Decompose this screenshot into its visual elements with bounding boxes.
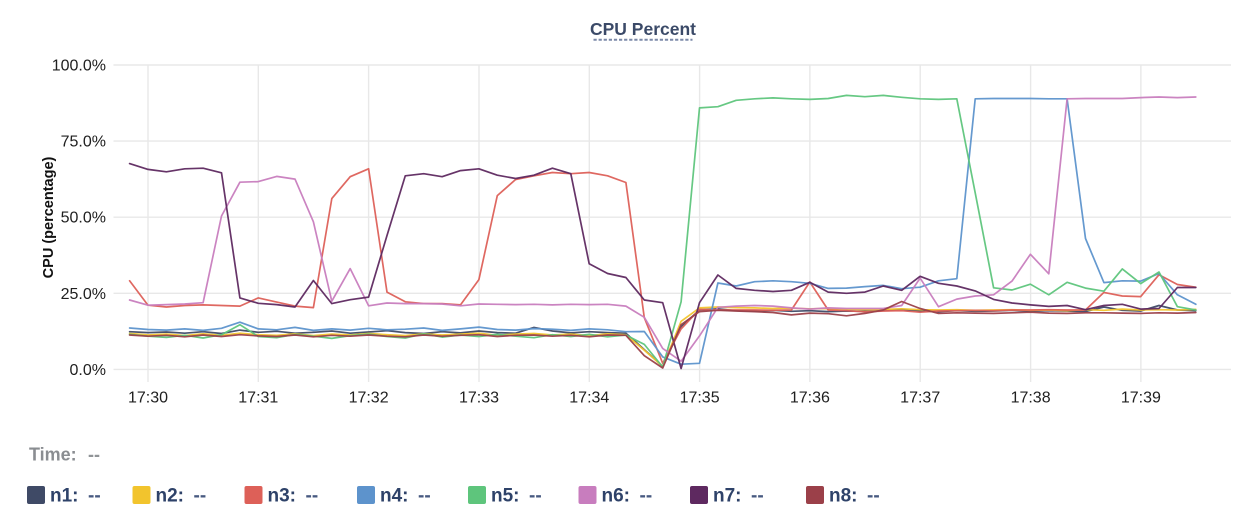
svg-text:n7:: n7: [713, 486, 742, 507]
svg-text:17:38: 17:38 [1011, 390, 1051, 407]
svg-text:75.0%: 75.0% [61, 134, 106, 151]
svg-text:n2:: n2: [156, 486, 185, 507]
svg-text:n5:: n5: [491, 486, 520, 507]
svg-text:n6:: n6: [602, 486, 631, 507]
svg-text:17:31: 17:31 [238, 390, 278, 407]
svg-text:25.0%: 25.0% [61, 286, 106, 303]
svg-text:--: -- [418, 486, 431, 507]
svg-text:CPU Percent: CPU Percent [590, 19, 696, 39]
svg-text:--: -- [867, 486, 880, 507]
svg-text:100.0%: 100.0% [52, 58, 106, 75]
svg-text:CPU (percentage): CPU (percentage) [41, 157, 57, 279]
svg-text:n1:: n1: [50, 486, 79, 507]
svg-text:17:33: 17:33 [459, 390, 499, 407]
svg-text:17:36: 17:36 [790, 390, 830, 407]
svg-text:--: -- [88, 445, 100, 465]
svg-text:17:32: 17:32 [349, 390, 389, 407]
svg-text:17:39: 17:39 [1121, 390, 1161, 407]
svg-text:0.0%: 0.0% [70, 362, 106, 379]
svg-text:n3:: n3: [268, 486, 297, 507]
svg-text:n4:: n4: [380, 486, 409, 507]
svg-text:17:34: 17:34 [569, 390, 609, 407]
svg-text:--: -- [306, 486, 319, 507]
svg-text:17:37: 17:37 [900, 390, 940, 407]
svg-text:--: -- [640, 486, 653, 507]
svg-text:n8:: n8: [829, 486, 858, 507]
svg-text:50.0%: 50.0% [61, 210, 106, 227]
svg-text:17:35: 17:35 [680, 390, 720, 407]
svg-text:--: -- [529, 486, 542, 507]
svg-text:Time:: Time: [29, 445, 77, 465]
svg-text:--: -- [88, 486, 101, 507]
svg-text:--: -- [194, 486, 207, 507]
svg-text:17:30: 17:30 [128, 390, 168, 407]
svg-text:--: -- [751, 486, 764, 507]
